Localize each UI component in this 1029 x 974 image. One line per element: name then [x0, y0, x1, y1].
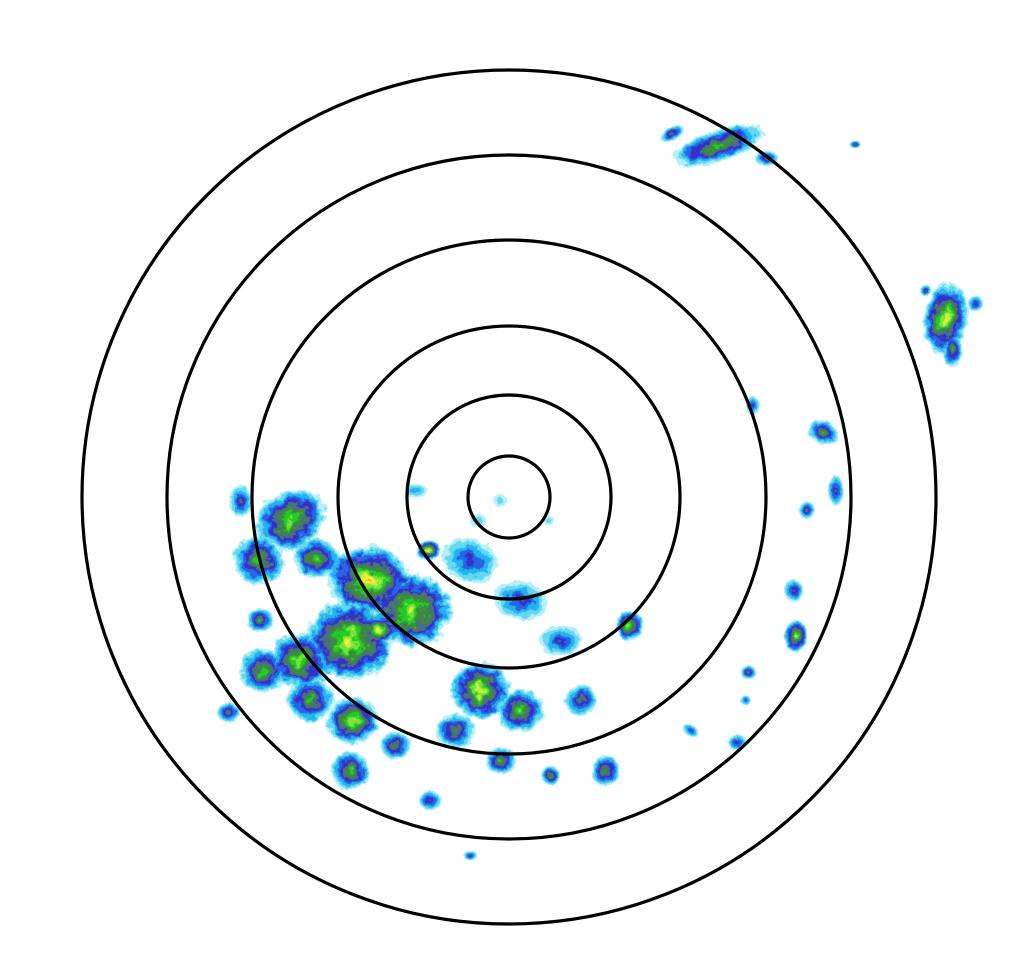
- reflectivity-echo-layer: [0, 0, 1029, 974]
- radar-display: [0, 0, 1029, 974]
